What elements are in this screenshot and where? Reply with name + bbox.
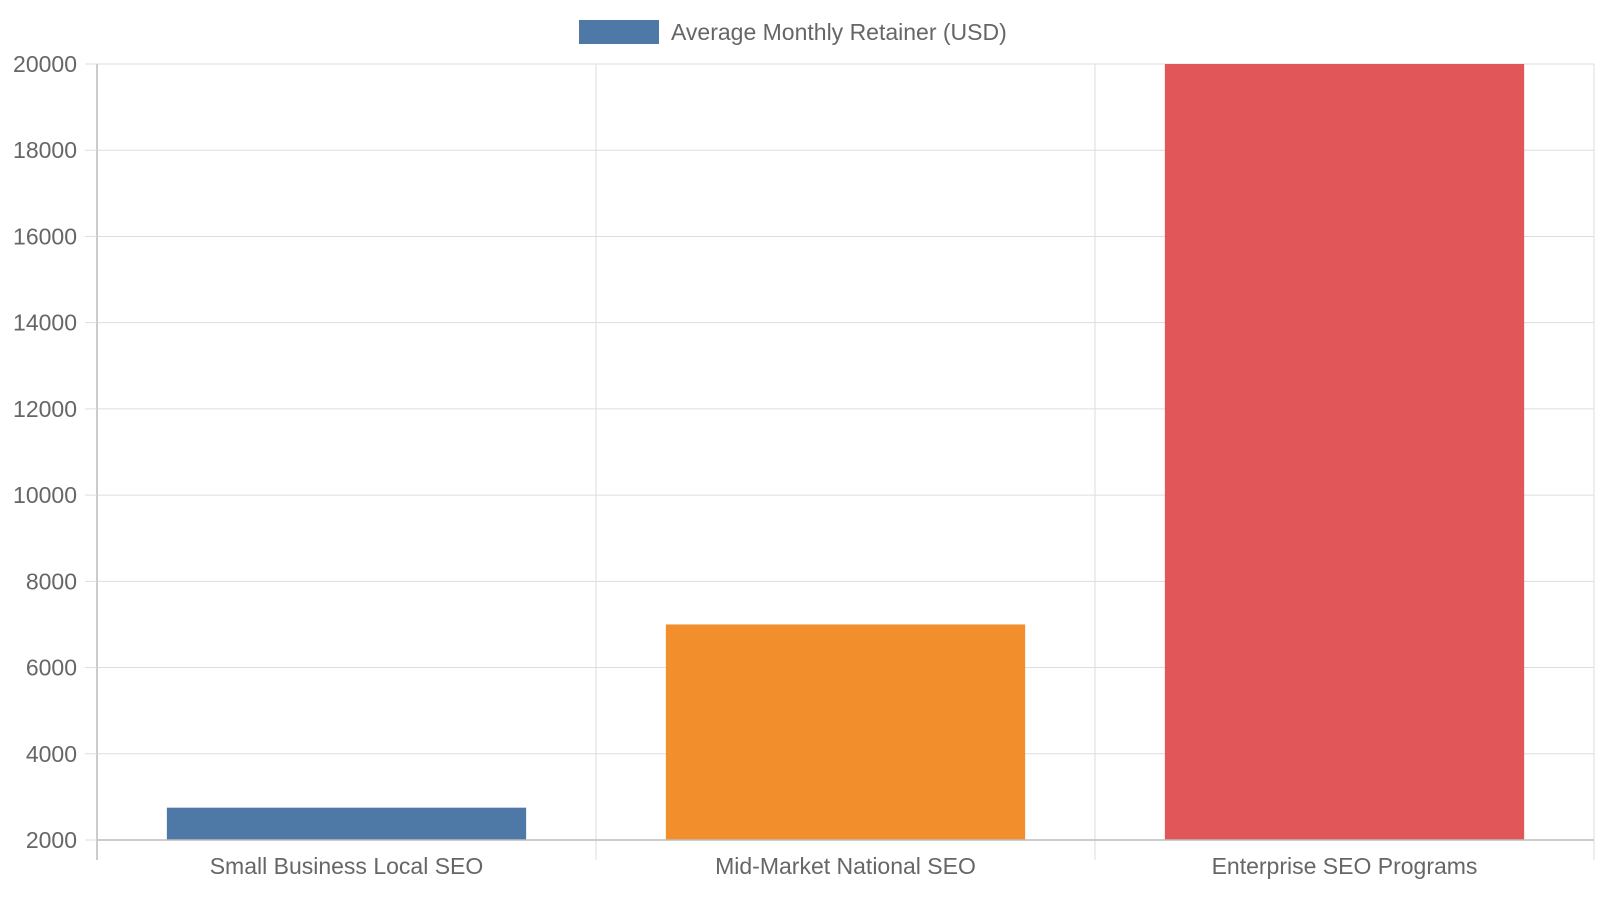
y-tick-label: 14000 [13, 310, 77, 336]
x-tick-label: Enterprise SEO Programs [1212, 853, 1478, 879]
y-tick-label: 20000 [13, 51, 77, 77]
y-tick-label: 4000 [26, 741, 77, 767]
bar-1 [166, 807, 527, 840]
y-axis-ticks: 2000 4000 6000 8000 10000 12000 14000 16000 1800… [13, 51, 97, 853]
bar-3 [1164, 64, 1525, 840]
y-tick-label: 6000 [26, 655, 77, 681]
bar-2 [665, 624, 1026, 840]
y-tick-label: 18000 [13, 137, 77, 163]
y-tick-label: 16000 [13, 223, 77, 249]
legend-label: Average Monthly Retainer (USD) [671, 19, 1007, 45]
x-tick-label: Mid-Market National SEO [715, 853, 976, 879]
y-tick-label: 8000 [26, 568, 77, 594]
axes [96, 64, 1594, 860]
legend[interactable]: Average Monthly Retainer (USD) [579, 19, 1007, 45]
bars [166, 64, 1525, 840]
y-tick-label: 2000 [26, 827, 77, 853]
x-tick-label: Small Business Local SEO [210, 853, 484, 879]
grid [97, 63, 1595, 860]
x-axis-labels: Small Business Local SEO Mid-Market Natio… [210, 853, 1478, 879]
legend-swatch [579, 20, 659, 44]
y-tick-label: 12000 [13, 396, 77, 422]
y-tick-label: 10000 [13, 482, 77, 508]
